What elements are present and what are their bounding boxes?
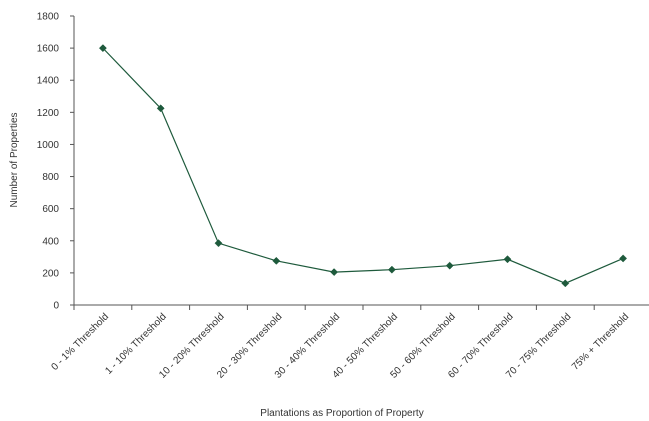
y-tick-label: 1200 [37,108,60,119]
y-tick-label: 200 [42,268,59,279]
data-point-marker [445,261,454,270]
data-point-marker [214,239,223,248]
x-tick-label: 40 - 50% Threshold [331,311,400,380]
x-tick-label: 20 - 30% Threshold [215,311,284,380]
data-point-marker [98,44,107,53]
x-tick-label: 1 - 10% Threshold [103,311,168,376]
data-point-marker [561,279,570,288]
data-point-marker [272,256,281,265]
y-tick-label: 400 [42,236,59,247]
y-tick-label: 600 [42,204,59,215]
data-point-marker [330,268,339,277]
data-point-marker [503,255,512,264]
series-line [102,47,624,284]
data-point-marker [156,104,165,113]
y-tick-label: 800 [42,172,59,183]
x-tick-label: 30 - 40% Threshold [273,311,342,380]
y-axis: 0 200 400 600 800 1000 1200 1400 1600 1800 [37,12,75,312]
series-group [98,44,628,288]
x-tick-label: 75% + Threshold [570,311,631,372]
y-tick-label: 1800 [37,12,60,23]
y-tick-label: 1600 [37,44,60,55]
y-axis-title: Number of Properties [9,112,20,207]
y-tick-label: 0 [53,301,59,312]
x-axis-title: Plantations as Proportion of Property [260,408,423,419]
x-tick-label: 10 - 20% Threshold [157,311,226,380]
x-tick-label: 50 - 60% Threshold [388,311,457,380]
x-tick-label: 0 - 1% Threshold [50,311,111,372]
y-tick-label: 1000 [37,140,60,151]
data-point-marker [387,265,396,274]
x-tick-label: 60 - 70% Threshold [446,311,515,380]
data-point-marker [619,254,628,263]
y-tick-label: 1400 [37,76,60,87]
x-tick-label: 70 - 75% Threshold [504,311,573,380]
